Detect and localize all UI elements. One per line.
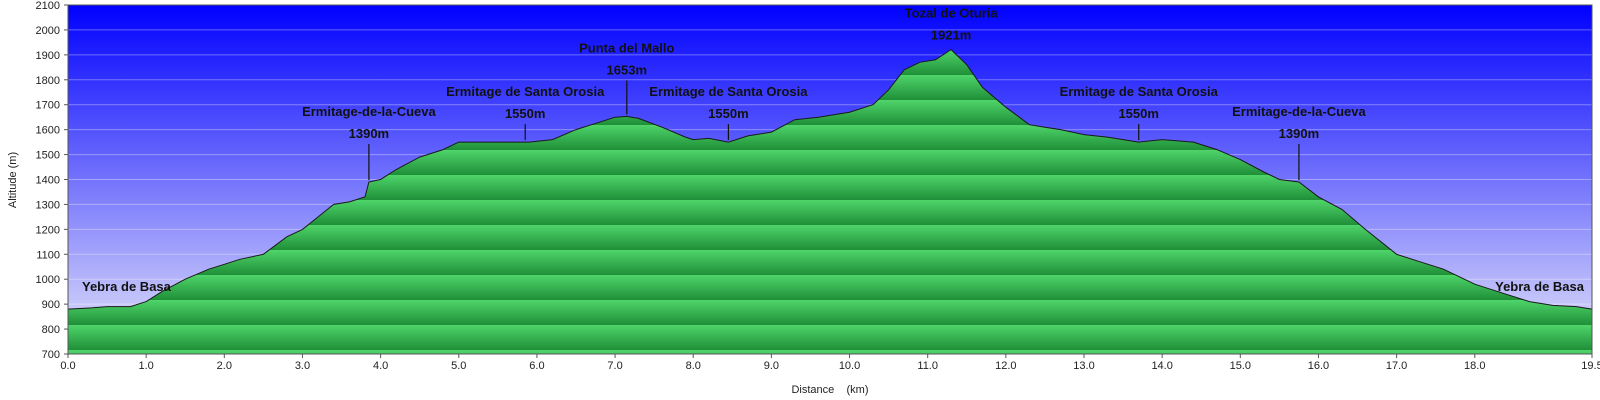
x-tick-label: 3.0 <box>295 360 310 372</box>
annotation: 1550m Ermitage de Santa Orosia <box>1060 84 1219 141</box>
x-tick-label: 5.0 <box>451 360 466 372</box>
annotation: 1550m Ermitage de Santa Orosia <box>446 84 605 141</box>
annotation-name: Ermitage de Santa Orosia <box>649 84 808 99</box>
terrain-outline <box>67 48 1593 310</box>
annotation-name: Ermitage de Santa Orosia <box>446 84 605 99</box>
annotation-name: Tozal de Oturia <box>905 6 999 21</box>
x-tick-label: 1.0 <box>139 360 154 372</box>
annotation-name: Ermitage-de-la-Cueva <box>302 104 436 119</box>
annotation: Yebra de Basa <box>1495 279 1585 294</box>
annotation: 1550m Ermitage de Santa Orosia <box>649 84 808 141</box>
y-tick-label: 1700 <box>36 100 60 112</box>
y-tick-label: 1600 <box>36 125 60 137</box>
annotation-name: Yebra de Basa <box>1495 279 1585 294</box>
annotation: 1921m Tozal de Oturia <box>905 6 999 43</box>
y-tick-label: 1200 <box>36 224 60 236</box>
annotation: 1390m Ermitage-de-la-Cueva <box>1232 104 1367 180</box>
annotation: 1653m Punta del Mallo <box>579 40 675 115</box>
x-tick-label: 2.0 <box>217 360 232 372</box>
y-tick-label: 800 <box>42 324 60 336</box>
annotation-altitude: 1653m <box>607 62 647 77</box>
annotation-altitude: 1550m <box>505 106 545 121</box>
x-tick-label: 11.0 <box>917 360 938 372</box>
annotations: Yebra de Basa 1390m Ermitage-de-la-Cueva 15… <box>82 6 1585 294</box>
y-tick-label: 1800 <box>36 75 60 87</box>
x-tick-label: 17.0 <box>1386 360 1407 372</box>
x-tick-label: 9.0 <box>764 360 779 372</box>
annotation-altitude: 1921m <box>931 28 971 43</box>
annotation-altitude: 1550m <box>708 106 748 121</box>
x-tick-label: 14.0 <box>1151 360 1172 372</box>
x-tick-label: 6.0 <box>529 360 544 372</box>
annotation-altitude: 1550m <box>1118 106 1158 121</box>
y-tick-label: 2000 <box>36 25 60 37</box>
y-axis-label: Altitude (m) <box>7 152 19 208</box>
x-tick-label: 12.0 <box>995 360 1016 372</box>
annotation-altitude: 1390m <box>349 126 389 141</box>
y-tick-label: 1900 <box>36 50 60 62</box>
x-tick-label: 19.5 <box>1581 360 1600 372</box>
y-tick-label: 1300 <box>36 199 60 211</box>
annotation: 1390m Ermitage-de-la-Cueva <box>302 104 436 180</box>
annotation-name: Punta del Mallo <box>579 40 674 55</box>
y-tick-label: 700 <box>42 349 60 361</box>
y-tick-label: 1400 <box>36 175 60 187</box>
annotation-altitude: 1390m <box>1279 126 1319 141</box>
x-tick-label: 8.0 <box>686 360 701 372</box>
y-tick-label: 1100 <box>36 249 60 261</box>
x-axis: 0.0 1.0 2.0 3.0 4.0 5.0 6.0 7.0 8.0 9.0 10.0 11.0 12… <box>60 354 1600 372</box>
annotation-name: Ermitage de Santa Orosia <box>1060 84 1219 99</box>
x-tick-label: 18.0 <box>1464 360 1485 372</box>
x-axis-label: Distance (km) <box>791 384 868 396</box>
terrain-area <box>68 49 1592 354</box>
annotation-name: Yebra de Basa <box>82 279 172 294</box>
x-tick-label: 7.0 <box>607 360 622 372</box>
x-tick-label: 10.0 <box>839 360 860 372</box>
y-tick-label: 900 <box>42 299 60 311</box>
x-tick-label: 0.0 <box>60 360 75 372</box>
y-axis: 700 800 900 1000 1100 1200 1300 1400 1500 1600 170… <box>36 0 68 361</box>
y-tick-label: 1500 <box>36 150 60 162</box>
x-tick-label: 13.0 <box>1073 360 1094 372</box>
y-tick-label: 2100 <box>36 0 60 12</box>
annotation-name: Ermitage-de-la-Cueva <box>1232 104 1366 119</box>
x-tick-label: 16.0 <box>1308 360 1329 372</box>
y-tick-label: 1000 <box>36 274 60 286</box>
x-tick-label: 4.0 <box>373 360 388 372</box>
x-tick-label: 15.0 <box>1230 360 1251 372</box>
annotation: Yebra de Basa <box>82 279 172 294</box>
plot-frame <box>67 4 1593 355</box>
